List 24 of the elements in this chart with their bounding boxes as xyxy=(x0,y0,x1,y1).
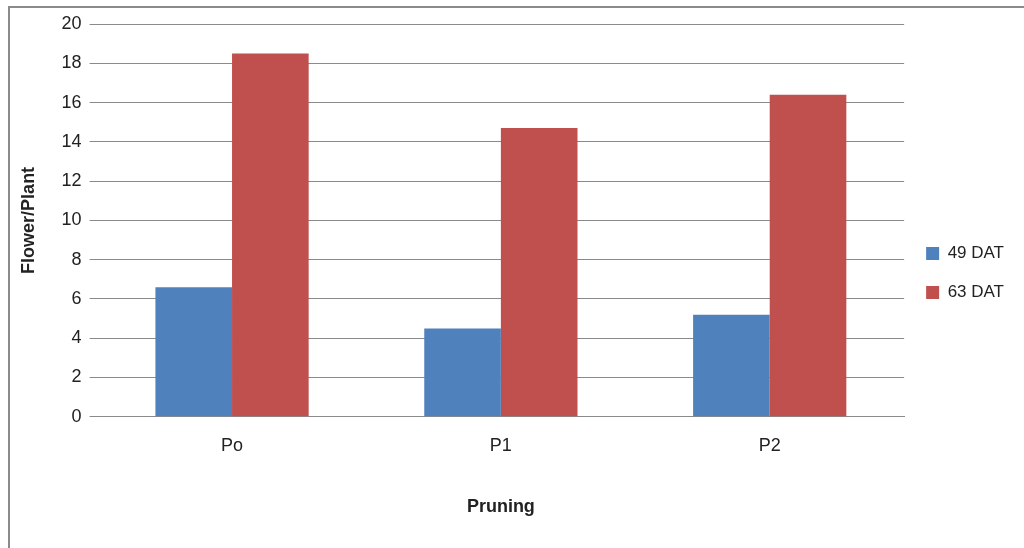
bar xyxy=(500,128,578,417)
y-tick-label: 18 xyxy=(61,52,82,73)
x-tick-label: P2 xyxy=(758,434,781,455)
y-tick-label: 12 xyxy=(61,170,82,191)
x-axis-title: Pruning xyxy=(466,496,535,517)
x-tick-label: Po xyxy=(221,434,244,455)
bar xyxy=(232,53,309,417)
y-axis-title: Flower/Plant xyxy=(17,166,38,274)
bar xyxy=(693,314,770,417)
y-tick-label: 14 xyxy=(61,130,82,151)
y-tick-label: 4 xyxy=(71,327,82,348)
legend-label: 63 DAT xyxy=(947,282,1004,302)
y-tick-label: 10 xyxy=(61,209,82,230)
y-tick-label: 20 xyxy=(61,12,82,33)
y-tick-label: 0 xyxy=(71,405,82,426)
bar xyxy=(155,287,233,417)
y-tick-label: 8 xyxy=(71,248,82,269)
legend-label: 49 DAT xyxy=(947,243,1004,263)
y-tick-label: 2 xyxy=(71,366,82,387)
x-tick-label: P1 xyxy=(489,434,512,455)
bar xyxy=(769,94,847,417)
bar xyxy=(424,328,501,417)
y-tick-label: 6 xyxy=(71,287,82,308)
y-tick-label: 16 xyxy=(61,91,82,112)
